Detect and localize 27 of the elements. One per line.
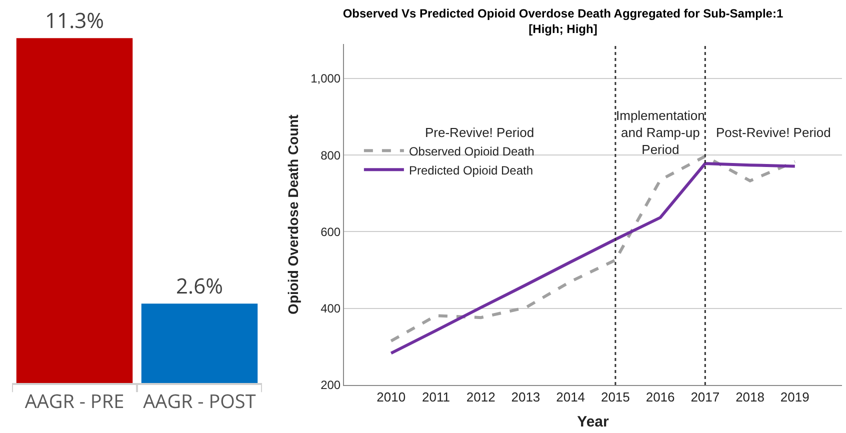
y-tick-label: 200 <box>320 378 341 392</box>
x-tick-label: 2010 <box>376 390 406 405</box>
x-tick-label: AAGR - PRE <box>24 388 124 414</box>
y-tick-label: 400 <box>320 302 341 316</box>
x-tick-label: 2017 <box>690 390 720 405</box>
annotation: Implementation and Ramp-up Period <box>616 108 705 157</box>
data-label: 2.6% <box>176 272 223 301</box>
x-tick-label: 2018 <box>736 390 764 405</box>
data-label: 11.3% <box>45 7 104 36</box>
annotation: Pre-Revive! Period <box>425 125 534 140</box>
y-axis-title: Opioid Overdose Death Count <box>285 114 302 314</box>
y-tick-label: 600 <box>320 224 341 239</box>
legend-label: Predicted Opioid Death <box>408 163 534 178</box>
y-tick-label: 1,000 <box>310 72 341 86</box>
chart-title: Observed Vs Predicted Opioid Overdose Death Aggregated for Sub-Sample:1 [High; High] <box>342 6 784 36</box>
x-tick-label: 2014 <box>556 390 586 405</box>
x-tick-label: 2015 <box>600 390 630 405</box>
legend-label: Observed Opioid Death <box>408 144 534 158</box>
x-tick-label: 2012 <box>466 390 496 405</box>
annotation: Post-Revive! Period <box>716 125 831 140</box>
x-tick-label: 2011 <box>422 390 450 405</box>
y-tick-label: 800 <box>320 148 341 162</box>
x-tick-label: 2019 <box>780 390 810 405</box>
x-axis-title: Year <box>577 414 610 431</box>
x-tick-label: 2013 <box>511 390 540 405</box>
x-tick-label: 2016 <box>646 390 675 405</box>
x-tick-label: AAGR - POST <box>143 388 256 414</box>
